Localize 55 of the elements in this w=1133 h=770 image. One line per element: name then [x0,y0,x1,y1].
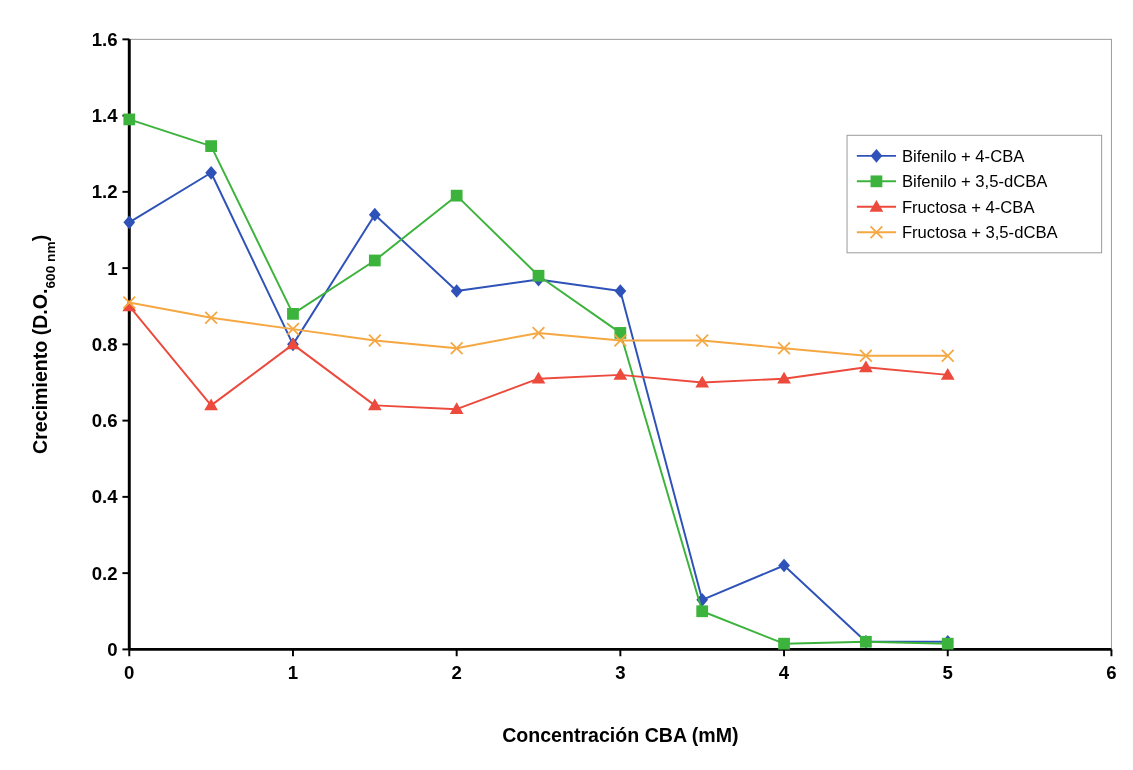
x-tick-label: 1 [287,661,299,683]
point [532,269,545,282]
point [614,284,627,298]
point [859,360,873,373]
legend-label: Fructosa + 3,5-dCBA [901,223,1059,243]
point [287,307,299,320]
point [777,371,791,384]
point [368,333,382,348]
point [449,341,464,355]
legend-label: Bifenilo + 3,5-dCBA [901,172,1049,192]
point [859,349,873,363]
point [449,402,464,415]
point [695,375,710,388]
x-tick-label: 2 [451,661,462,683]
y-tick-label: 0.2 [91,562,118,584]
y-tick-label: 0.4 [91,486,119,508]
y-tick-label: 0.8 [91,333,118,355]
x-tick-label: 0 [124,661,135,683]
point [531,326,546,340]
point [123,113,136,126]
point [777,341,791,355]
point [531,371,546,384]
y-tick-label: 0 [107,638,118,660]
point [123,215,136,230]
y-tick-label: 1.4 [91,105,119,127]
point [205,165,217,180]
point [286,322,300,336]
point [367,398,382,411]
legend-label: Bifenilo + 4-CBA [901,146,1026,166]
point [695,333,709,348]
point [940,349,955,363]
y-tick-label: 0.6 [91,410,118,432]
point [940,368,955,380]
x-tick-label: 3 [615,661,626,683]
x-axis-title: Concentración CBA (mM) [502,724,739,747]
y-tick-label: 1 [107,257,118,279]
x-tick-label: 4 [778,661,790,683]
y-tick-label: 1.2 [91,181,118,203]
point [613,368,628,380]
point [778,558,790,573]
point [778,637,790,650]
point [368,254,381,267]
y-tick-label: 1.6 [91,28,118,50]
point [204,310,218,325]
point [368,207,381,222]
x-tick-label: 6 [1106,661,1117,683]
point [205,140,217,152]
point [204,398,218,411]
point [450,284,463,298]
point [450,189,463,202]
point [696,605,709,618]
point [122,295,137,310]
x-tick-label: 5 [942,661,953,683]
legend-label: Fructosa + 4-CBA [901,197,1036,217]
point [613,333,628,348]
